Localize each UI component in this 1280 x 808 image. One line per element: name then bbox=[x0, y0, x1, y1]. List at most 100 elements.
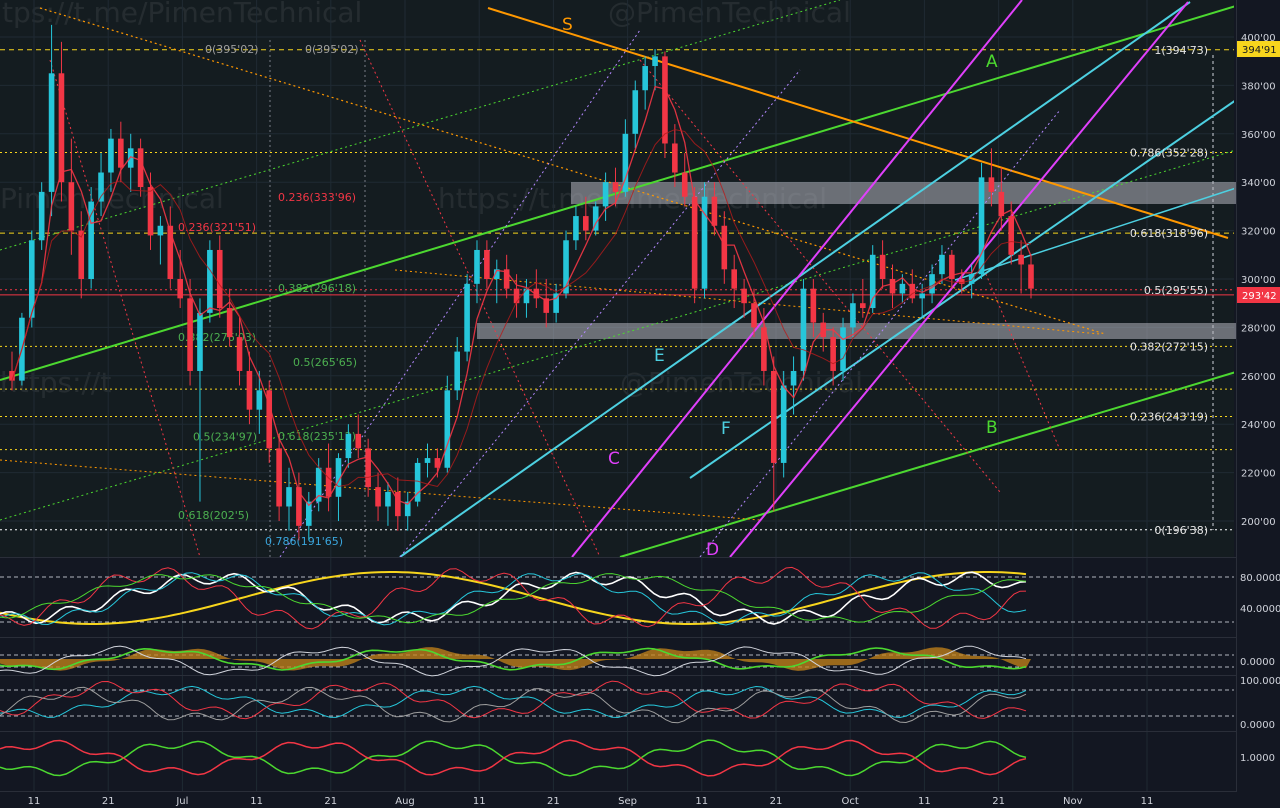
candle-body bbox=[474, 249, 480, 284]
price-tick-label: 380'00 bbox=[1241, 81, 1276, 92]
oscillator-line bbox=[0, 566, 1027, 630]
moving-averages bbox=[11, 85, 1032, 507]
fib-retracement-label: 0.382(296'18) bbox=[278, 282, 356, 295]
fib-level-label: 0.618(318'96) bbox=[1130, 227, 1208, 240]
candle-body bbox=[385, 491, 391, 507]
oscillator-line bbox=[0, 685, 1027, 719]
candle-body bbox=[28, 240, 35, 318]
candle-body bbox=[464, 283, 470, 352]
candle-body bbox=[790, 370, 797, 386]
candle-body bbox=[127, 148, 134, 168]
candle-body bbox=[919, 293, 925, 299]
resistance-zone bbox=[477, 182, 1236, 339]
candle-body bbox=[513, 288, 520, 304]
trendline-green-thin-2 bbox=[0, 150, 1234, 521]
candle-body bbox=[335, 458, 342, 497]
candle-body bbox=[909, 283, 916, 299]
candle-body bbox=[137, 148, 144, 188]
candle-body bbox=[9, 370, 15, 381]
price-badges: 394'91 293'42 bbox=[1237, 41, 1280, 303]
time-axis[interactable]: 11 21 Jul 11 21 Aug 11 21 Sep 11 21 Oct 11 21 Nov 11 bbox=[0, 792, 1280, 808]
price-tick-label: 320'00 bbox=[1241, 227, 1276, 238]
channel-magenta-1 bbox=[571, 0, 1023, 557]
candle-body bbox=[315, 467, 322, 502]
osc-tick: 1.0000 bbox=[1240, 753, 1275, 764]
price-axis[interactable]: 400'00 380'00 360'00 340'00 320'00 300'00 280'… bbox=[1236, 0, 1280, 792]
candle-body bbox=[503, 269, 510, 289]
channel-cyan-3 bbox=[954, 187, 1234, 281]
time-tick-label: 21 bbox=[547, 796, 560, 807]
fib-level-label: 0.786(352'28) bbox=[1130, 146, 1208, 159]
candle-body bbox=[414, 462, 421, 502]
time-tick-label: 21 bbox=[324, 796, 337, 807]
pattern-label-s: S bbox=[562, 15, 573, 35]
fib-level-label: 1(394'73) bbox=[1154, 44, 1208, 57]
candle-body bbox=[761, 327, 767, 371]
high-price-badge bbox=[1237, 41, 1280, 57]
candle-body bbox=[207, 249, 213, 313]
oscillator-line bbox=[0, 571, 1027, 625]
candle-body bbox=[167, 225, 174, 279]
fib-retracement-label: 0.5(234'97) bbox=[193, 430, 257, 443]
moving-average-line bbox=[11, 129, 1032, 488]
price-tick-label: 220'00 bbox=[1241, 469, 1276, 480]
candle-body bbox=[543, 298, 550, 313]
candle-body bbox=[266, 390, 273, 449]
fib-level-label: 0.236(243'19) bbox=[1130, 410, 1208, 423]
time-tick-label: Jul bbox=[175, 796, 188, 807]
candle-body bbox=[88, 201, 94, 279]
price-tick-label: 200'00 bbox=[1241, 517, 1276, 528]
candle-body bbox=[850, 303, 856, 328]
candle-body bbox=[632, 90, 639, 134]
fib-level-label: 0.382(272'15) bbox=[1130, 340, 1208, 353]
candles[interactable] bbox=[9, 24, 1034, 541]
candle-body bbox=[434, 458, 441, 468]
time-tick-label: Oct bbox=[842, 796, 859, 807]
pattern-label-e: E bbox=[654, 346, 665, 366]
price-tick-label: 340'00 bbox=[1241, 178, 1276, 189]
fib-left-labels: 0(395'02) 0(395'02) 0.236(333'96) 0.236(321… bbox=[178, 43, 359, 548]
fib-level-label: 0.5(295'55) bbox=[1144, 284, 1208, 297]
candle-body bbox=[424, 458, 431, 463]
candle-body bbox=[444, 390, 451, 468]
fib-retracement-label: 0.786(191'65) bbox=[265, 535, 343, 548]
oscillator-line bbox=[0, 686, 1027, 724]
oscillator-line bbox=[0, 680, 1027, 720]
candle-body bbox=[691, 196, 698, 289]
oscillator-panes[interactable] bbox=[0, 557, 1280, 792]
candle-body bbox=[860, 303, 866, 309]
candle-body bbox=[58, 73, 65, 183]
candle-body bbox=[523, 288, 530, 304]
candle-body bbox=[583, 216, 589, 231]
candle-body bbox=[612, 182, 619, 192]
pattern-labels: S A B C D E F bbox=[562, 15, 998, 560]
candle-body bbox=[98, 172, 104, 202]
candle-body bbox=[563, 240, 569, 294]
time-tick-label: 11 bbox=[250, 796, 263, 807]
fib-retracement-label: 0.618(235'12) bbox=[278, 430, 356, 443]
time-tick-label: 21 bbox=[992, 796, 1005, 807]
high-price-badge-text: 394'91 bbox=[1242, 45, 1277, 56]
candle-body bbox=[731, 269, 738, 289]
fib-retracement-label: 0.5(265'65) bbox=[293, 356, 357, 369]
candle-body bbox=[711, 196, 718, 226]
oscillator-line bbox=[0, 571, 1027, 625]
watermark-text: https://t bbox=[0, 366, 111, 399]
candle-body bbox=[187, 298, 193, 371]
oscillator-axis-ticks: 80.0000 40.0000 0.0000 100.0000 0.0000 1… bbox=[1240, 573, 1280, 764]
oscillator-line bbox=[0, 647, 1027, 671]
candle-body bbox=[800, 288, 807, 371]
candle-body bbox=[375, 487, 381, 507]
watermark-text: Pimen Technical bbox=[0, 182, 224, 215]
candle-body bbox=[286, 487, 292, 507]
candle-body bbox=[325, 467, 332, 497]
candle-body bbox=[553, 293, 559, 313]
time-axis-background bbox=[0, 792, 1280, 808]
zone-upper bbox=[571, 182, 1236, 204]
candle-body bbox=[365, 448, 371, 488]
candle-body bbox=[296, 487, 302, 526]
candle-body bbox=[899, 283, 906, 294]
last-price-badge-text: 293'42 bbox=[1242, 291, 1277, 302]
candle-body bbox=[770, 370, 777, 463]
